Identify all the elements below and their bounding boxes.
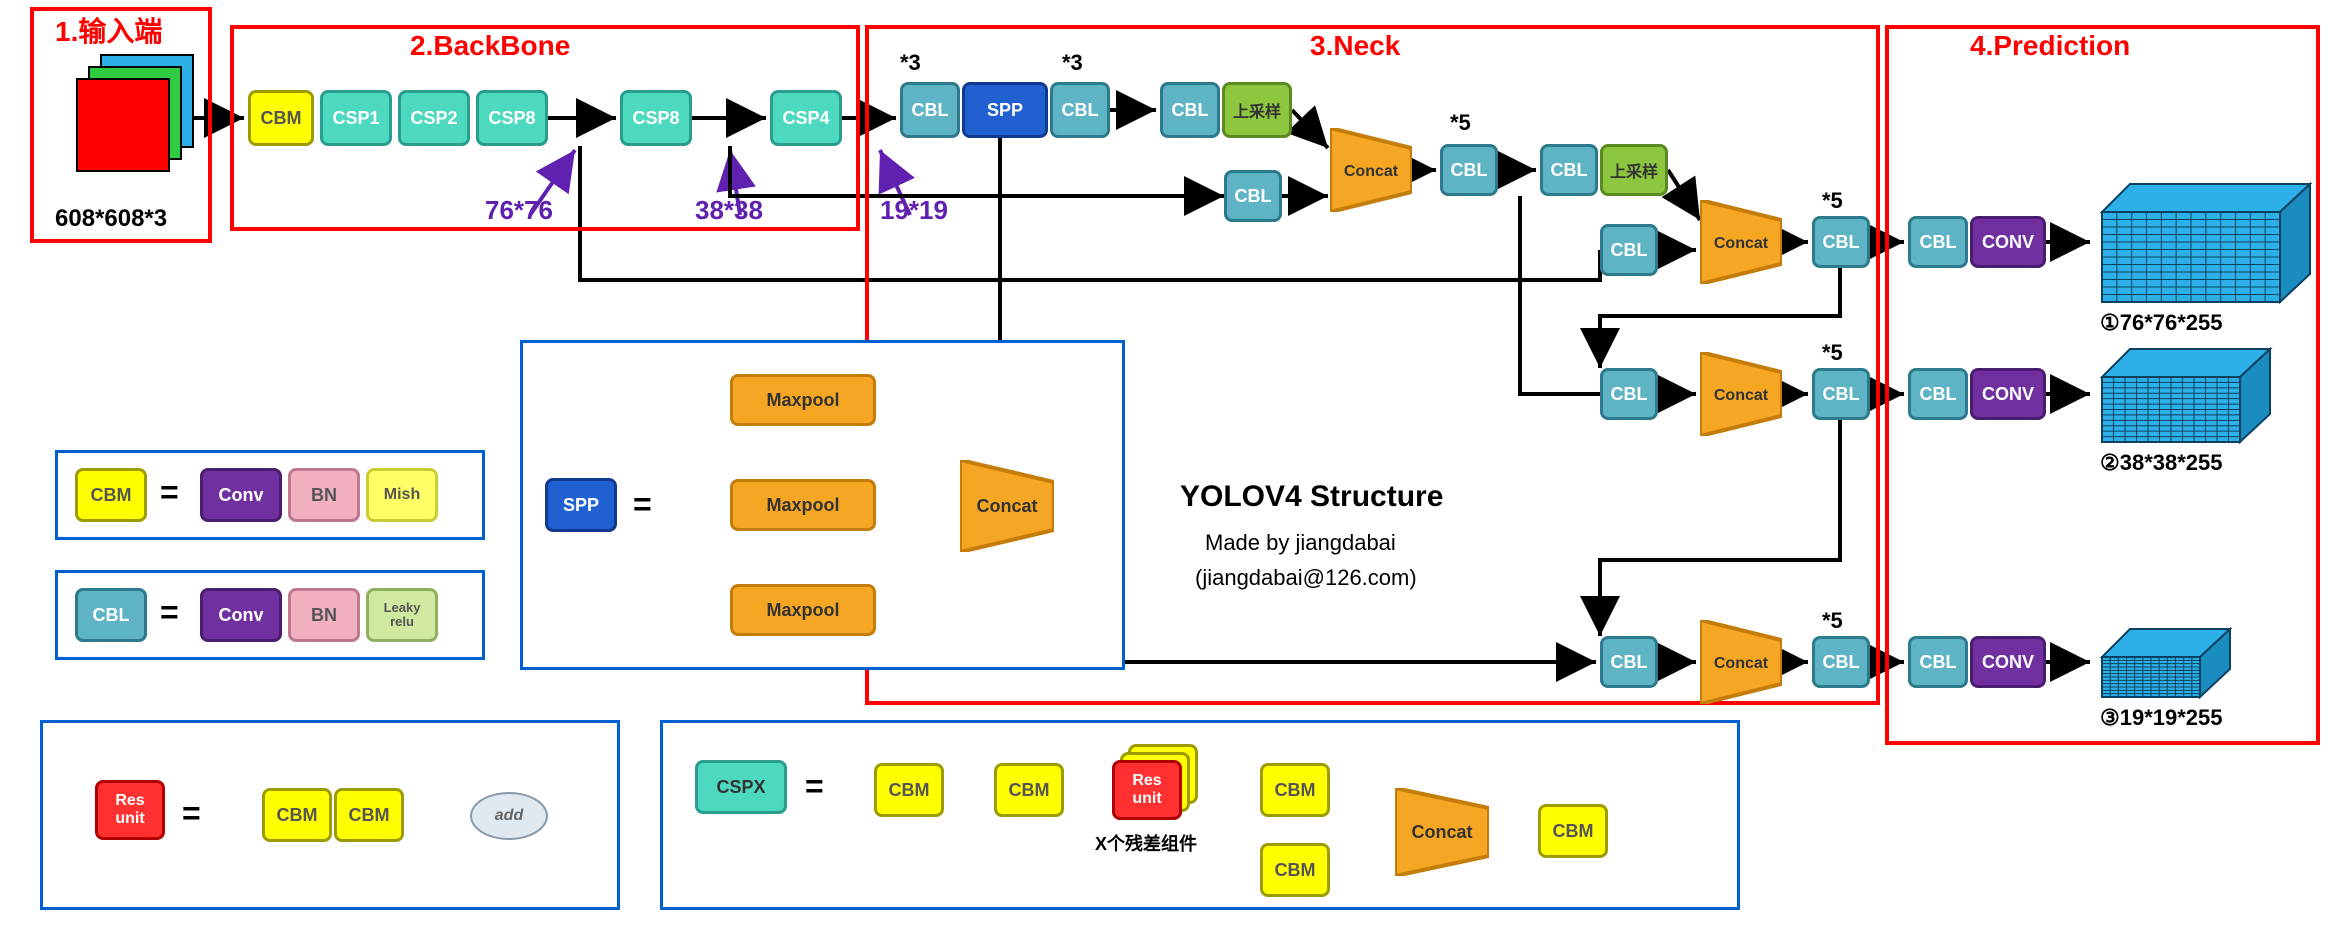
- legend-cspx-cbm-bot: CBM: [1260, 843, 1330, 897]
- legend-cspx-cbm-after: CBM: [1538, 804, 1608, 858]
- legend-cbl-conv: Conv: [200, 588, 282, 642]
- neck-node-7: CBL: [1812, 368, 1870, 420]
- legend-cspx-cbm3: CBM: [1260, 763, 1330, 817]
- section-prediction-title: 4.Prediction: [1970, 30, 2130, 62]
- size-label-0: 76*76: [485, 195, 553, 226]
- size-label-2: 19*19: [880, 195, 948, 226]
- neck-node-4: CBL: [1600, 224, 1658, 276]
- pred-dims-1: ②38*38*255: [2100, 450, 2223, 476]
- legend-cbm-eq: =: [160, 474, 179, 511]
- legend-resunit-eq: =: [182, 795, 201, 832]
- backbone-block-2: CSP2: [398, 90, 470, 146]
- pred-dims-2: ③19*19*255: [2100, 705, 2223, 731]
- svg-text:Concat: Concat: [976, 496, 1037, 516]
- section-backbone-title: 2.BackBone: [410, 30, 570, 62]
- size-label-1: 38*38: [695, 195, 763, 226]
- neck-concat-0: Concat: [1330, 128, 1412, 212]
- legend-cspx-cbm1: CBM: [874, 763, 944, 817]
- legend-cspx-eq: =: [805, 768, 824, 805]
- legend-cbl-leaky: Leaky relu: [366, 588, 438, 642]
- input-dims: 608*608*3: [55, 205, 167, 233]
- legend-spp-lhs: SPP: [545, 478, 617, 532]
- legend-cspx-resunit: Res unit: [1112, 760, 1182, 820]
- legend-spp-concat: Concat: [960, 460, 1054, 552]
- section-input-title: 1.输入端: [55, 10, 162, 50]
- legend-resunit-cbm2: CBM: [334, 788, 404, 842]
- legend-spp-mp1: Maxpool: [730, 374, 876, 426]
- legend-cbm-bn: BN: [288, 468, 360, 522]
- legend-cspx-cbm2: CBM: [994, 763, 1064, 817]
- legend-cspx-concat: Concat: [1395, 788, 1489, 876]
- neck-node-5: CBL: [1812, 216, 1870, 268]
- credits-author: Made by jiangdabai: [1205, 530, 1396, 556]
- pred-head-0-cbl: CBL: [1908, 216, 1968, 268]
- legend-cspx-caption: X个残差组件: [1095, 830, 1197, 856]
- section-neck-title: 3.Neck: [1310, 30, 1400, 62]
- neck-node-0: CBL: [1224, 170, 1282, 222]
- svg-text:Concat: Concat: [1714, 387, 1769, 404]
- credits-email: (jiangdabai@126.com): [1195, 565, 1417, 591]
- svg-text:Concat: Concat: [1714, 235, 1769, 252]
- backbone-block-1: CSP1: [320, 90, 392, 146]
- star-label-0: *3: [900, 50, 921, 76]
- legend-cbl-bn: BN: [288, 588, 360, 642]
- legend-cbm-conv: Conv: [200, 468, 282, 522]
- legend-cbm-mish: Mish: [366, 468, 438, 522]
- star-label-4: *5: [1822, 340, 1843, 366]
- legend-resunit-add: add: [470, 792, 548, 840]
- input-image-red: [76, 78, 170, 172]
- legend-resunit-lhs: Res unit: [95, 780, 165, 840]
- neck-concat-3: Concat: [1700, 620, 1782, 704]
- star-label-3: *5: [1822, 188, 1843, 214]
- neck-top-0: CBL: [900, 82, 960, 138]
- neck-concat-1: Concat: [1700, 200, 1782, 284]
- star-label-5: *5: [1822, 608, 1843, 634]
- legend-cbm-lhs: CBM: [75, 468, 147, 522]
- legend-cspx-lhs: CSPX: [695, 760, 787, 814]
- neck-node-3: 上采样: [1600, 144, 1668, 196]
- pred-head-1-cbl: CBL: [1908, 368, 1968, 420]
- credits-title: YOLOV4 Structure: [1180, 480, 1443, 514]
- backbone-block-4: CSP8: [620, 90, 692, 146]
- backbone-block-3: CSP8: [476, 90, 548, 146]
- pred-head-1-conv: CONV: [1970, 368, 2046, 420]
- svg-text:Concat: Concat: [1344, 163, 1399, 180]
- legend-spp-mp2: Maxpool: [730, 479, 876, 531]
- neck-top-4: 上采样: [1222, 82, 1292, 138]
- neck-top-1: SPP: [962, 82, 1048, 138]
- neck-top-3: CBL: [1160, 82, 1220, 138]
- legend-resunit-cbm1: CBM: [262, 788, 332, 842]
- legend-cbl-lhs: CBL: [75, 588, 147, 642]
- neck-node-9: CBL: [1812, 636, 1870, 688]
- neck-node-1: CBL: [1440, 144, 1498, 196]
- backbone-block-0: CBM: [248, 90, 314, 146]
- neck-node-2: CBL: [1540, 144, 1598, 196]
- svg-text:Concat: Concat: [1714, 655, 1769, 672]
- legend-spp-mp3: Maxpool: [730, 584, 876, 636]
- pred-head-2-conv: CONV: [1970, 636, 2046, 688]
- star-label-2: *5: [1450, 110, 1471, 136]
- pred-head-0-conv: CONV: [1970, 216, 2046, 268]
- backbone-block-5: CSP4: [770, 90, 842, 146]
- neck-node-8: CBL: [1600, 636, 1658, 688]
- pred-dims-0: ①76*76*255: [2100, 310, 2223, 336]
- neck-top-2: CBL: [1050, 82, 1110, 138]
- neck-node-6: CBL: [1600, 368, 1658, 420]
- pred-head-2-cbl: CBL: [1908, 636, 1968, 688]
- neck-concat-2: Concat: [1700, 352, 1782, 436]
- svg-text:Concat: Concat: [1411, 822, 1472, 842]
- legend-spp-eq: =: [633, 486, 652, 523]
- legend-cbl-eq: =: [160, 594, 179, 631]
- star-label-1: *3: [1062, 50, 1083, 76]
